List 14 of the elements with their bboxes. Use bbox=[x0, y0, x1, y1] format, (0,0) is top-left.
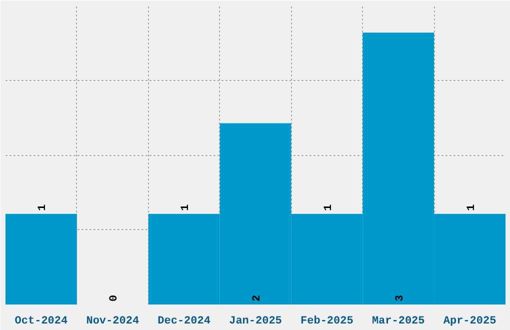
data-label: 0 bbox=[108, 294, 121, 302]
data-label: 3 bbox=[394, 294, 406, 302]
data-label: 1 bbox=[37, 204, 50, 211]
x-tick-label: Dec-2024 bbox=[158, 316, 211, 328]
x-tick-label: Nov-2024 bbox=[86, 316, 140, 328]
data-label: 1 bbox=[322, 204, 335, 211]
data-label: 2 bbox=[252, 294, 264, 302]
x-tick-label: Feb-2025 bbox=[300, 316, 354, 328]
x-tick-label: Mar-2025 bbox=[372, 316, 426, 328]
data-label: 1 bbox=[466, 204, 478, 211]
x-tick-label: Apr-2025 bbox=[443, 316, 497, 328]
data-label: 1 bbox=[180, 204, 192, 211]
x-tick-label: Oct-2024 bbox=[14, 316, 68, 328]
x-tick-label: Jan-2025 bbox=[229, 316, 282, 328]
